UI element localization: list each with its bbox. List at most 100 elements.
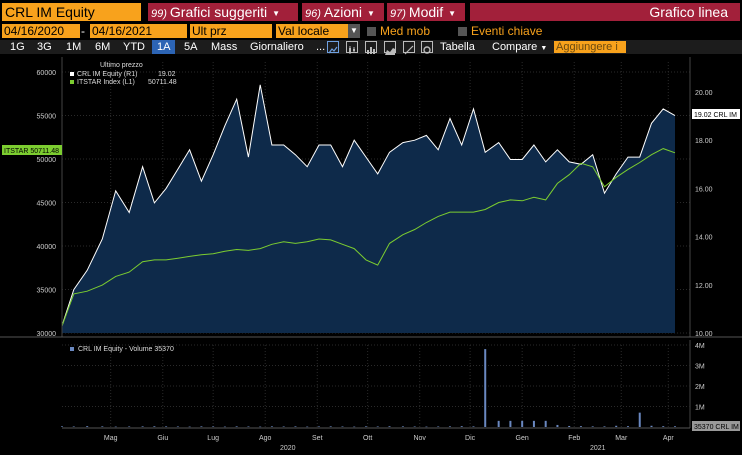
year-label-2021: 2021 xyxy=(590,445,606,452)
menu-label: Azioni xyxy=(323,4,363,20)
month-label: Gen xyxy=(516,435,529,442)
frequency-select[interactable]: Giornaliero xyxy=(250,41,304,53)
menu-number: 99) xyxy=(151,8,167,20)
add-security-input[interactable]: Aggiungere i xyxy=(554,41,626,53)
volume-bar xyxy=(212,426,215,427)
volume-bar xyxy=(544,420,547,427)
area-chart-icon[interactable] xyxy=(384,41,396,55)
left-tick-label: 50000 xyxy=(37,157,57,164)
volume-bar xyxy=(114,426,117,428)
currency-select[interactable]: Val locale xyxy=(276,24,348,38)
volume-bar xyxy=(425,426,428,428)
caret-down-icon: ▼ xyxy=(540,45,548,52)
volume-bar xyxy=(484,349,487,427)
price-chart[interactable]: 60000 55000 50000 45000 40000 35000 30000 20.0… xyxy=(0,55,742,455)
period-1y[interactable]: 1A xyxy=(152,40,176,54)
right-tag-text: 19.02 CRL IM xyxy=(694,112,737,119)
volume-tick-label: 4M xyxy=(695,343,705,350)
volume-bar xyxy=(61,426,63,427)
month-label: Lug xyxy=(207,435,219,442)
month-label: Apr xyxy=(663,435,675,442)
volume-bar xyxy=(579,426,582,427)
moving-average-checkbox[interactable] xyxy=(367,27,376,36)
volume-legend: CRL IM Equity - Volume 35370 xyxy=(78,346,174,353)
month-label: Nov xyxy=(413,435,426,442)
draw-tool-icon[interactable] xyxy=(403,41,415,55)
key-events-label: Eventi chiave xyxy=(471,24,543,38)
month-label: Feb xyxy=(568,435,580,442)
candlestick-icon[interactable] xyxy=(346,41,358,54)
period-max[interactable]: Mass xyxy=(211,41,238,53)
compare-button[interactable]: Compare ▼ xyxy=(492,40,547,54)
caret-down-icon: ▼ xyxy=(448,9,457,18)
suggested-charts-menu[interactable]: 99) Grafici suggeriti ▼ xyxy=(148,3,298,21)
bar-chart-icon[interactable] xyxy=(365,41,377,54)
chevron-down-icon[interactable]: ▼ xyxy=(348,24,360,38)
period-ytd[interactable]: YTD xyxy=(123,41,145,53)
volume-bar xyxy=(200,426,203,427)
volume-bar xyxy=(282,426,285,427)
settings-icon[interactable] xyxy=(421,41,433,54)
volume-bar xyxy=(86,426,89,427)
legend-heading: Ultimo prezzo xyxy=(100,62,143,69)
start-date-field[interactable]: 04/16/2020 xyxy=(2,24,80,38)
menu-number: 97) xyxy=(390,8,406,20)
volume-bar xyxy=(448,426,451,427)
menu-number: 96) xyxy=(305,8,321,20)
volume-bar xyxy=(509,420,512,427)
key-events-checkbox[interactable] xyxy=(458,27,467,36)
right-tick-label: 14.00 xyxy=(695,235,713,242)
volume-bar xyxy=(317,426,320,427)
volume-bar xyxy=(437,426,440,427)
volume-bar xyxy=(638,412,641,427)
menu-label: Grafici suggeriti xyxy=(169,4,268,20)
left-axis-ticks: 60000 55000 50000 45000 40000 35000 30000 xyxy=(37,70,57,338)
legend-swatch-price xyxy=(70,72,74,76)
volume-bar xyxy=(460,426,463,427)
year-label-2020: 2020 xyxy=(280,445,296,452)
period-6m[interactable]: 6M xyxy=(95,41,111,53)
period-5y[interactable]: 5A xyxy=(184,41,198,53)
volume-bar xyxy=(188,426,191,428)
volume-bar xyxy=(650,425,653,427)
volume-bar xyxy=(153,426,156,427)
volume-bar xyxy=(388,426,391,427)
left-tag-text: ITSTAR 50711.48 xyxy=(4,148,59,155)
actions-menu[interactable]: 96) Azioni ▼ xyxy=(302,3,384,21)
volume-bar xyxy=(568,425,571,427)
volume-bar xyxy=(413,426,416,427)
end-date-field[interactable]: 04/16/2021 xyxy=(90,24,187,38)
right-tick-label: 20.00 xyxy=(695,90,713,97)
left-tick-label: 40000 xyxy=(37,244,57,251)
volume-bars xyxy=(61,349,676,428)
ticker-field[interactable]: CRL IM Equity xyxy=(2,3,141,21)
period-1d[interactable]: 1G xyxy=(10,41,25,53)
month-label: Ott xyxy=(363,435,372,442)
line-chart-icon[interactable] xyxy=(327,41,339,54)
volume-bar xyxy=(662,426,665,427)
left-tick-label: 55000 xyxy=(37,114,57,121)
table-button[interactable]: Tabella xyxy=(440,41,475,53)
edit-menu[interactable]: 97) Modif ▼ xyxy=(387,3,465,21)
volume-bar xyxy=(141,426,144,427)
volume-bar xyxy=(674,426,676,427)
volume-bar xyxy=(306,426,309,428)
volume-bar xyxy=(521,420,524,427)
volume-bar xyxy=(223,426,226,428)
period-1m[interactable]: 1M xyxy=(66,41,82,53)
toolbar: 1G 3G 1M 6M YTD 1A 5A Mass Giornaliero .… xyxy=(0,40,742,55)
volume-bar xyxy=(247,426,250,427)
moving-average-label: Med mob xyxy=(380,24,431,38)
volume-bar xyxy=(329,426,332,427)
volume-tick-label: 1M xyxy=(695,405,705,412)
controls-row: 04/16/2020 - 04/16/2021 Ult prz Val loca… xyxy=(0,24,742,39)
price-area-fill xyxy=(62,84,675,333)
chart-type-label: Grafico linea xyxy=(470,3,740,21)
price-field-select[interactable]: Ult prz xyxy=(190,24,272,38)
volume-bar xyxy=(401,426,404,427)
period-3d[interactable]: 3G xyxy=(37,41,52,53)
volume-bar xyxy=(128,426,131,427)
volume-bar xyxy=(591,426,594,427)
volume-legend-swatch xyxy=(70,347,74,351)
left-tick-label: 30000 xyxy=(37,331,57,338)
